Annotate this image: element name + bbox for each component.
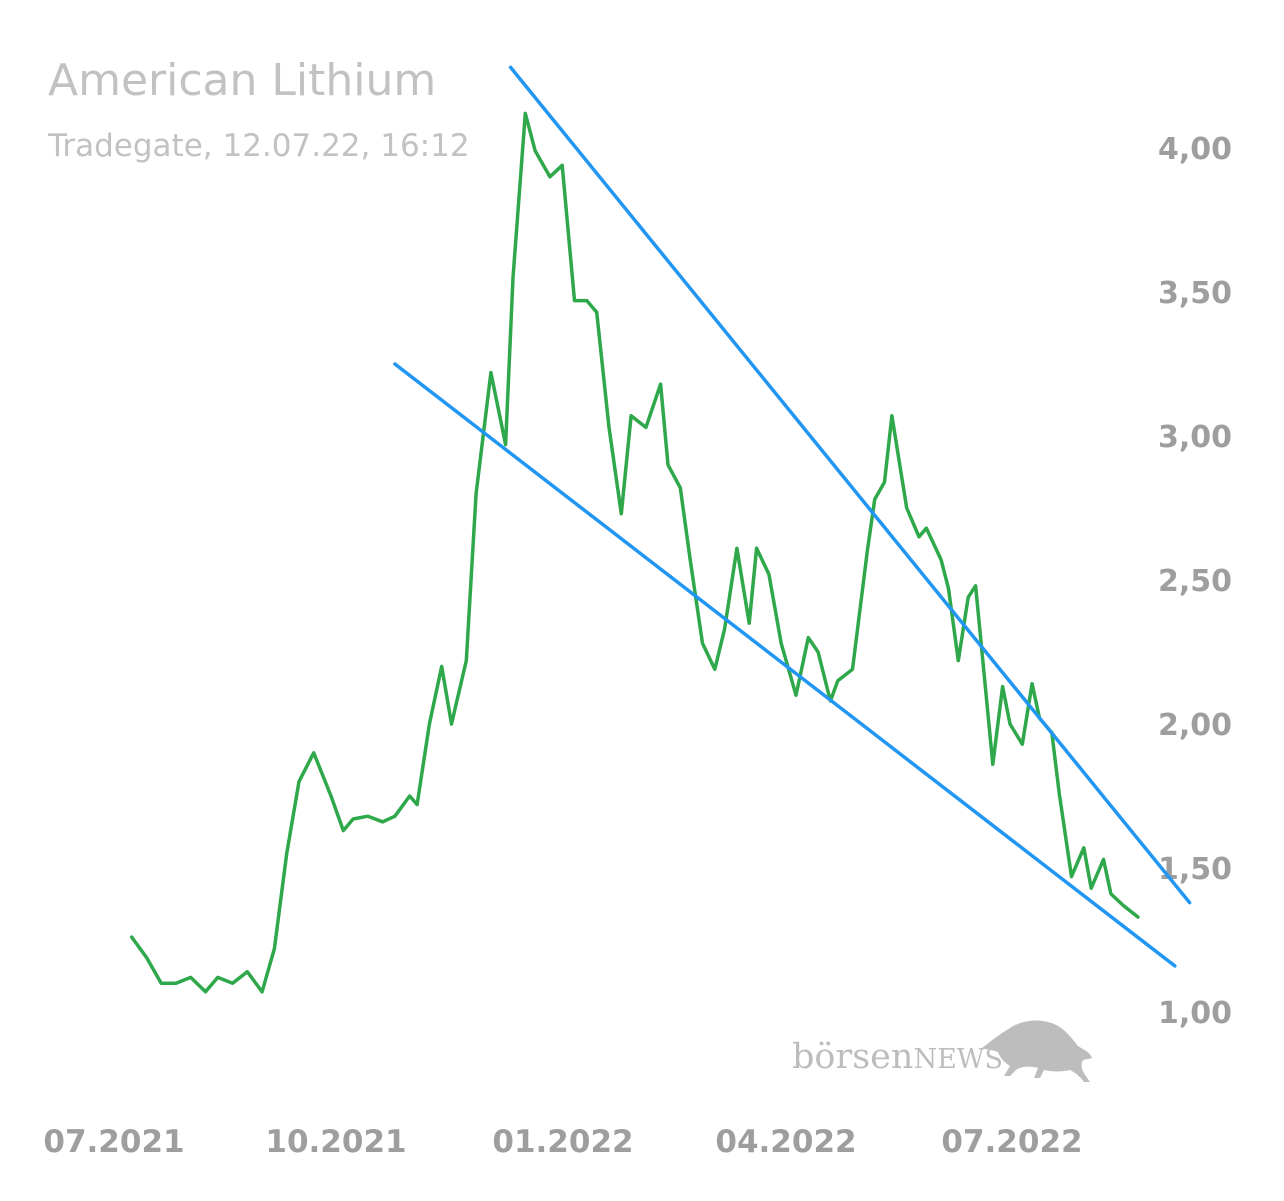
x-tick-label: 01.2022 [492,1124,633,1160]
x-tick-label: 10.2021 [265,1124,406,1160]
y-axis-ticks: 1,00 1,50 2,00 2,50 3,00 3,50 4,00 [1158,132,1232,1031]
watermark: börsenNEWS [792,1020,1092,1082]
chart-title: American Lithium [48,55,436,106]
lower-trendline [393,362,1177,968]
y-tick-label: 2,50 [1158,564,1232,599]
price-line [129,111,1140,994]
y-tick-label: 1,50 [1158,852,1232,887]
y-tick-label: 3,00 [1158,420,1232,455]
y-tick-label: 2,00 [1158,708,1232,743]
series-layer [129,65,1192,994]
svg-text:börsenNEWS: börsenNEWS [792,1037,1003,1077]
x-tick-label: 07.2022 [941,1124,1082,1160]
y-tick-label: 3,50 [1158,276,1232,311]
x-tick-label: 04.2022 [715,1124,856,1160]
y-tick-label: 4,00 [1158,132,1232,167]
watermark-brand-lower: börsen [792,1037,913,1077]
x-tick-label: 07.2021 [43,1124,184,1160]
chart-subtitle: Tradegate, 12.07.22, 16:12 [47,128,470,164]
y-tick-label: 1,00 [1158,996,1232,1031]
upper-trendline [508,65,1192,905]
x-axis-ticks: 07.2021 10.2021 01.2022 04.2022 07.2022 [43,1124,1082,1160]
bull-icon [982,1020,1092,1082]
